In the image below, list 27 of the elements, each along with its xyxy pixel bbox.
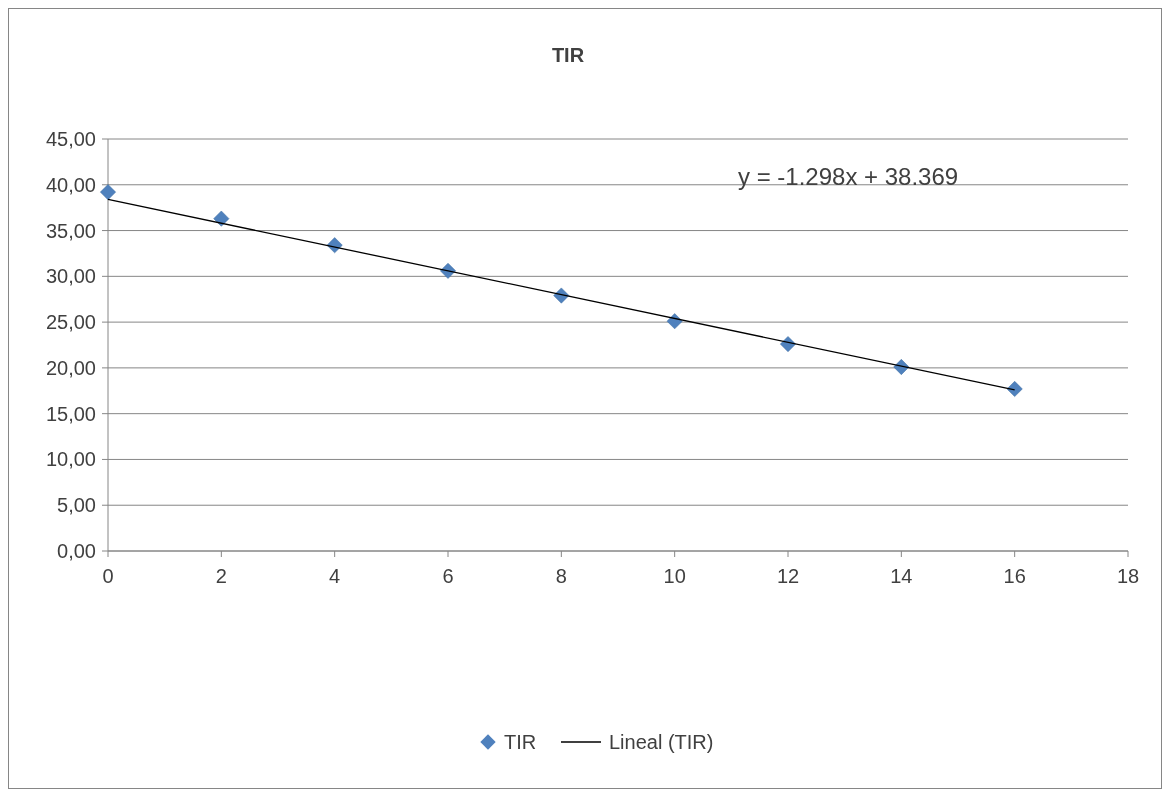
y-tick-label: 45,00 [45, 128, 96, 150]
point [1006, 381, 1023, 397]
y-tick-label: 30,00 [45, 265, 96, 288]
y-tick-label: 40,00 [45, 173, 96, 196]
y-tick-label: 15,00 [45, 402, 96, 425]
legend-label: Lineal (TIR) [609, 731, 714, 753]
y-tick-label: 20,00 [45, 356, 96, 379]
x-tick-label: 4 [329, 565, 341, 587]
legend-label: TIR [504, 731, 537, 753]
x-tick-label: 14 [890, 565, 913, 587]
y-tick-label: 0,00 [57, 540, 96, 562]
x-tick-label: 0 [102, 565, 114, 587]
y-tick-label: 35,00 [45, 219, 96, 242]
point [100, 184, 116, 201]
x-tick-label: 12 [776, 565, 800, 587]
annotation: y = -1.298x + 38.369 [738, 163, 959, 191]
x-tick-label: 16 [1003, 565, 1026, 587]
x-tick-label: 6 [442, 565, 454, 587]
x-tick-label: 8 [555, 565, 567, 587]
y-tick-label: 10,00 [45, 448, 96, 471]
chart-title: TIR [551, 44, 585, 66]
x-tick-label: 2 [215, 565, 227, 587]
x-tick-label: 10 [663, 565, 686, 587]
y-tick-label: 25,00 [45, 311, 96, 334]
y-tick-label: 5,00 [57, 494, 96, 517]
point [213, 210, 230, 227]
x-tick-label: 18 [1116, 565, 1140, 587]
